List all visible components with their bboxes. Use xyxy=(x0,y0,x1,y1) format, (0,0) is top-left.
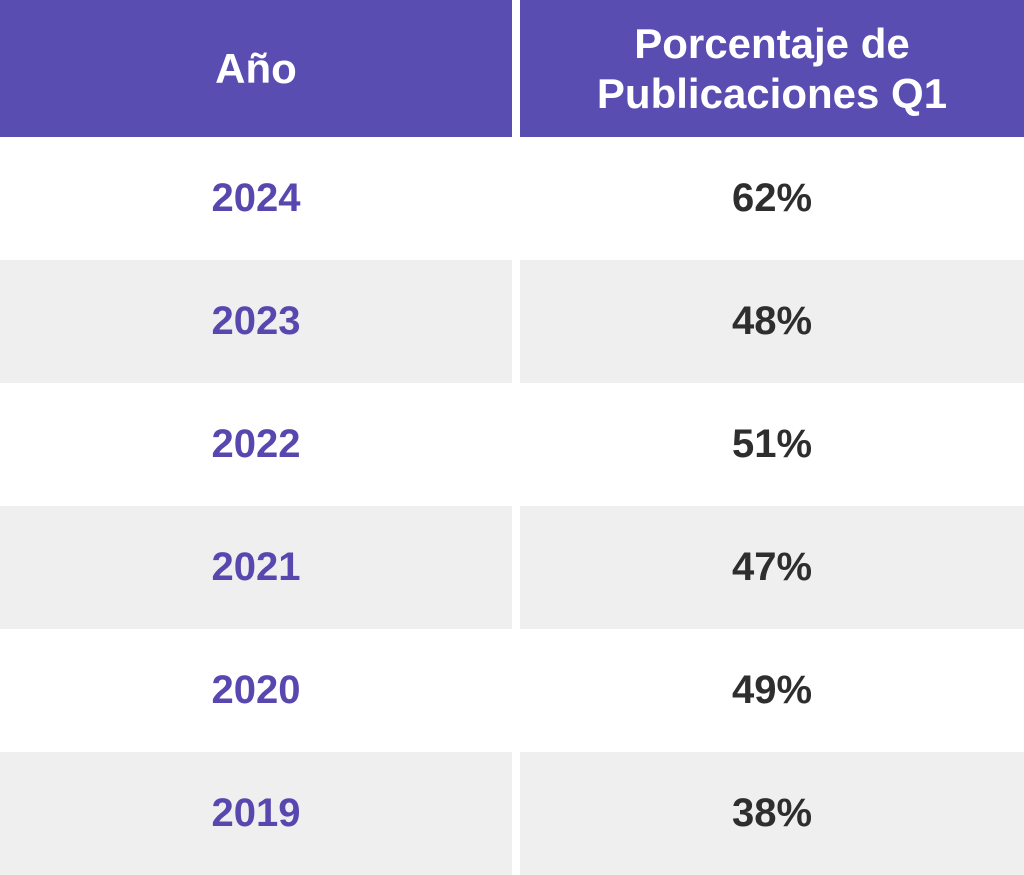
table-row-percentage-cell: 47% xyxy=(520,506,1024,629)
table-row-year-cell: 2023 xyxy=(0,260,512,383)
column-header-q1-percentage-label: Porcentaje de Publicaciones Q1 xyxy=(596,19,948,117)
percentage-value: 51% xyxy=(731,422,813,466)
year-value: 2019 xyxy=(211,791,301,835)
percentage-value: 47% xyxy=(731,545,813,589)
table-row-year-cell: 2024 xyxy=(0,137,512,260)
table-row-year-cell: 2022 xyxy=(0,383,512,506)
column-header-year: Año xyxy=(0,0,512,137)
table-row-percentage-cell: 48% xyxy=(520,260,1024,383)
table-row-percentage-cell: 49% xyxy=(520,629,1024,752)
table-row-year-cell: 2021 xyxy=(0,506,512,629)
year-value: 2022 xyxy=(211,422,301,466)
table-row-year-cell: 2020 xyxy=(0,629,512,752)
table-row-percentage-cell: 38% xyxy=(520,752,1024,875)
year-value: 2023 xyxy=(211,299,301,343)
year-value: 2024 xyxy=(211,176,301,220)
column-header-q1-percentage: Porcentaje de Publicaciones Q1 xyxy=(520,0,1024,137)
percentage-value: 49% xyxy=(731,668,813,712)
year-value: 2021 xyxy=(211,545,301,589)
table-row-percentage-cell: 62% xyxy=(520,137,1024,260)
percentage-value: 38% xyxy=(731,791,813,835)
table-row-year-cell: 2019 xyxy=(0,752,512,875)
table-row-percentage-cell: 51% xyxy=(520,383,1024,506)
percentage-value: 48% xyxy=(731,299,813,343)
year-value: 2020 xyxy=(211,668,301,712)
column-header-year-label: Año xyxy=(215,44,297,92)
percentage-value: 62% xyxy=(731,176,813,220)
